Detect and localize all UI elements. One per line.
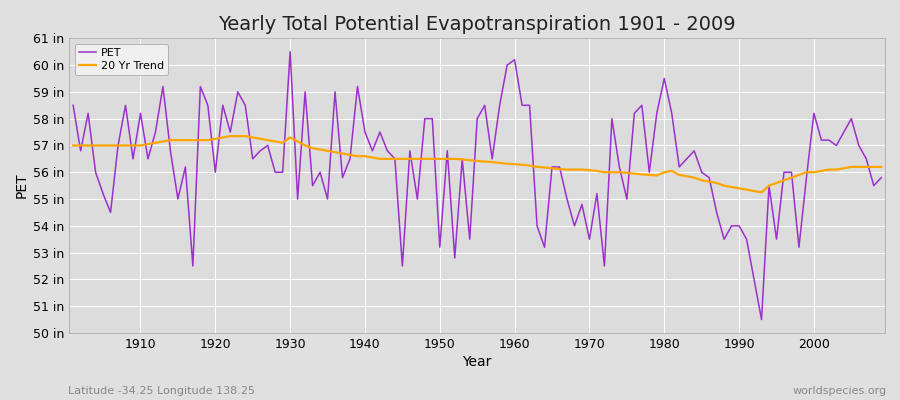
X-axis label: Year: Year: [463, 355, 492, 369]
Title: Yearly Total Potential Evapotranspiration 1901 - 2009: Yearly Total Potential Evapotranspiratio…: [219, 15, 736, 34]
20 Yr Trend: [756, 190, 767, 195]
Line: PET: PET: [73, 52, 881, 320]
Y-axis label: PET: PET: [15, 173, 29, 198]
20 Yr Trend: [509, 162, 520, 167]
PET: [517, 103, 527, 108]
Text: Latitude -34.25 Longitude 138.25: Latitude -34.25 Longitude 138.25: [68, 386, 255, 396]
PET: [509, 57, 520, 62]
PET: [756, 317, 767, 322]
PET: [284, 49, 295, 54]
Line: 20 Yr Trend: 20 Yr Trend: [73, 136, 881, 192]
PET: [300, 90, 310, 94]
20 Yr Trend: [345, 152, 356, 157]
20 Yr Trend: [68, 143, 78, 148]
PET: [607, 116, 617, 121]
Text: worldspecies.org: worldspecies.org: [792, 386, 886, 396]
20 Yr Trend: [607, 170, 617, 175]
Legend: PET, 20 Yr Trend: PET, 20 Yr Trend: [75, 44, 168, 75]
20 Yr Trend: [225, 134, 236, 138]
PET: [68, 103, 78, 108]
20 Yr Trend: [128, 143, 139, 148]
20 Yr Trend: [517, 162, 527, 167]
PET: [345, 156, 356, 161]
20 Yr Trend: [876, 164, 886, 169]
PET: [128, 156, 139, 161]
20 Yr Trend: [300, 143, 310, 148]
PET: [876, 175, 886, 180]
